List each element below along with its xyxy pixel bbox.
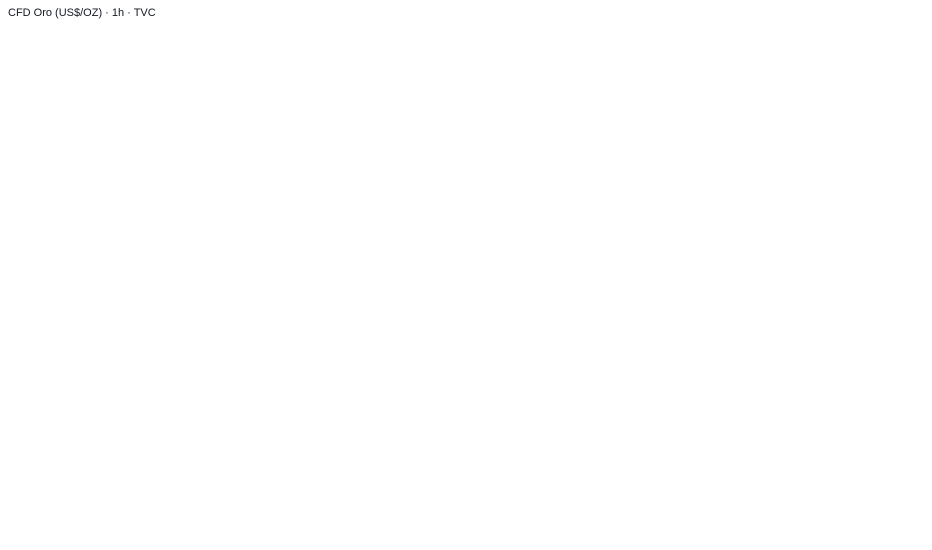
chart-title: CFD Oro (US$/OZ) · 1h · TVC	[8, 7, 156, 19]
